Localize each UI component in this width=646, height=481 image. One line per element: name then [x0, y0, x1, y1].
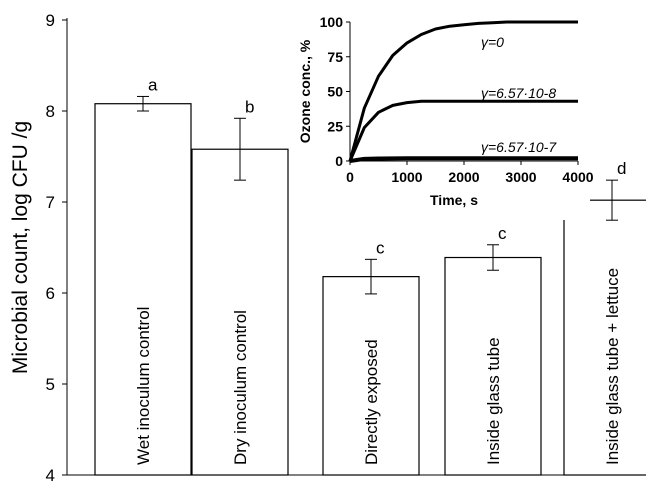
- inset-curve-label: γ=6.57·10-7: [481, 139, 557, 155]
- bar: [563, 199, 646, 476]
- inset-x-tick-label: 0: [346, 169, 354, 185]
- inset-curve-label: γ=6.57·10-8: [481, 85, 556, 101]
- bar-category-label: Directly exposed: [362, 339, 381, 465]
- bar-category-label: Inside glass tube: [484, 337, 503, 465]
- main-bar-chart: 4 5 6 7 8 9 Microbial count, log CFU /g a Wet in…: [9, 11, 646, 481]
- inset-series-line: [349, 156, 578, 163]
- inset-y-tick-label: 75: [327, 49, 343, 65]
- bar-category-label: Wet inoculum control: [134, 307, 153, 465]
- y-tick-label: 5: [46, 375, 55, 394]
- inset-curve-label: γ=0: [481, 34, 504, 50]
- significance-letter: c: [376, 238, 385, 257]
- inset-x-tick-label: 3000: [505, 169, 536, 185]
- inset-x-tick-label: 4000: [562, 169, 593, 185]
- y-tick-label: 7: [46, 193, 55, 212]
- inset-x-tick-label: 2000: [448, 169, 479, 185]
- inset-series-line: [348, 20, 578, 162]
- inset-x-tick-label: 1000: [391, 169, 422, 185]
- bar: [191, 148, 289, 476]
- bar: [444, 256, 542, 476]
- y-tick-label: 4: [46, 466, 55, 481]
- inset-background: [290, 8, 590, 220]
- significance-letter: a: [148, 75, 158, 94]
- significance-letter: d: [617, 159, 626, 178]
- y-tick-label: 9: [46, 11, 55, 30]
- significance-letter: b: [245, 97, 254, 116]
- inset-y-tick-label: 50: [327, 84, 343, 100]
- inset-x-axis-title: Time, s: [430, 192, 478, 208]
- y-axis-title: Microbial count, log CFU /g: [9, 121, 32, 374]
- bar-category-label: Inside glass tube + lettuce: [603, 268, 622, 465]
- bar: [94, 103, 192, 476]
- y-tick-label: 6: [46, 284, 55, 303]
- bar-category-label: Dry inoculum control: [231, 310, 250, 465]
- inset-y-axis-title: Ozone conc., %: [297, 39, 313, 143]
- y-tick-label: 8: [46, 102, 55, 121]
- inset-y-tick-label: 100: [320, 14, 344, 30]
- significance-letter: c: [498, 224, 507, 243]
- inset-y-tick-label: 25: [327, 118, 343, 134]
- bar: [322, 276, 420, 476]
- inset-y-tick-label: 0: [335, 153, 343, 169]
- inset-series-line: [348, 99, 578, 162]
